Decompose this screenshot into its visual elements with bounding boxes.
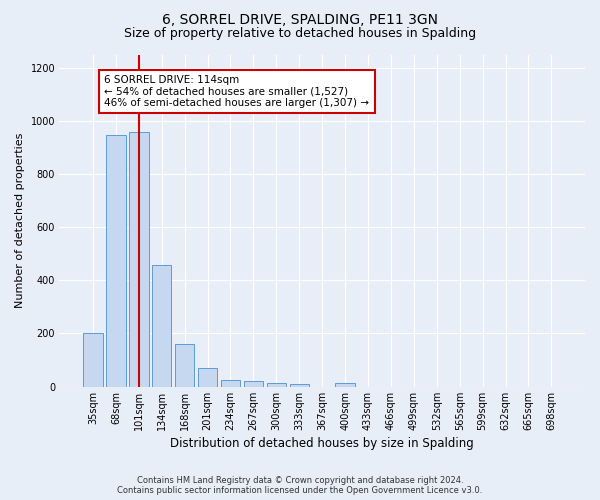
Text: 6, SORREL DRIVE, SPALDING, PE11 3GN: 6, SORREL DRIVE, SPALDING, PE11 3GN <box>162 12 438 26</box>
Bar <box>152 264 172 386</box>
Bar <box>221 380 240 386</box>
Bar <box>106 134 125 386</box>
Text: 6 SORREL DRIVE: 114sqm
← 54% of detached houses are smaller (1,527)
46% of semi-: 6 SORREL DRIVE: 114sqm ← 54% of detached… <box>104 75 370 108</box>
Bar <box>244 381 263 386</box>
Bar <box>129 132 149 386</box>
Bar <box>83 332 103 386</box>
Bar <box>175 344 194 386</box>
Bar <box>266 382 286 386</box>
Text: Contains HM Land Registry data © Crown copyright and database right 2024.
Contai: Contains HM Land Registry data © Crown c… <box>118 476 482 495</box>
Bar <box>198 368 217 386</box>
Bar <box>290 384 309 386</box>
Bar <box>335 384 355 386</box>
X-axis label: Distribution of detached houses by size in Spalding: Distribution of detached houses by size … <box>170 437 474 450</box>
Y-axis label: Number of detached properties: Number of detached properties <box>15 133 25 308</box>
Text: Size of property relative to detached houses in Spalding: Size of property relative to detached ho… <box>124 28 476 40</box>
